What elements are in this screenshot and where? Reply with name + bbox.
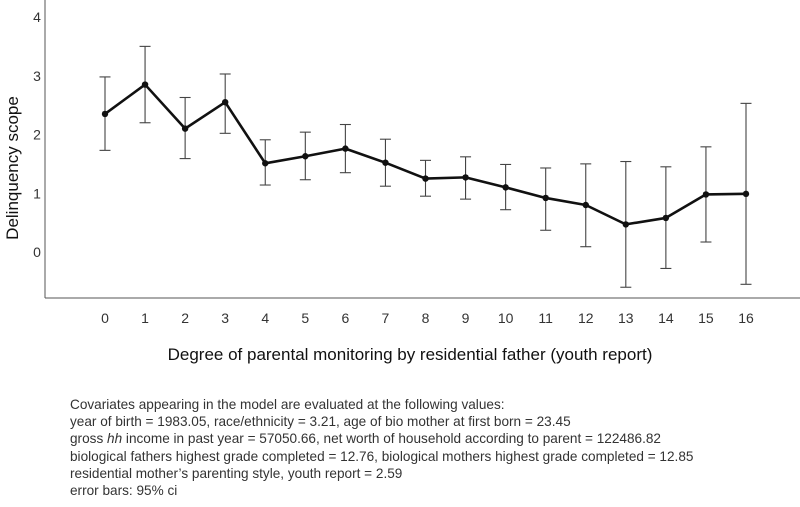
x-axis-title: Degree of parental monitoring by residen… xyxy=(168,345,653,364)
data-point xyxy=(302,153,309,160)
data-point xyxy=(502,184,509,191)
x-tick-label: 12 xyxy=(578,310,594,326)
x-tick-label: 10 xyxy=(498,310,514,326)
x-tick-label: 1 xyxy=(141,310,149,326)
y-tick-label: 3 xyxy=(33,68,41,84)
data-point xyxy=(262,160,269,167)
data-point xyxy=(542,194,549,202)
axes xyxy=(44,0,800,299)
data-point xyxy=(101,110,109,118)
data-point xyxy=(342,145,349,152)
x-tick-label: 0 xyxy=(101,310,109,326)
data-point xyxy=(462,174,469,181)
x-tick-label: 11 xyxy=(538,310,553,326)
note-italic: hh xyxy=(107,431,123,447)
data-point xyxy=(662,214,670,222)
note-text: gross xyxy=(70,431,108,447)
data-point xyxy=(702,191,710,198)
y-tick-label: 0 xyxy=(33,244,41,260)
x-tick-label: 14 xyxy=(658,310,674,326)
x-tick-label: 8 xyxy=(422,310,430,326)
x-tick-label: 2 xyxy=(181,310,189,326)
x-tick-label: 5 xyxy=(301,310,309,326)
x-tick-label: 15 xyxy=(698,310,714,326)
data-point xyxy=(582,201,589,209)
x-tick-label: 7 xyxy=(382,310,390,326)
data-point xyxy=(422,175,429,182)
x-tick-label: 16 xyxy=(738,310,754,326)
y-tick-labels: 0 1 2 3 4 xyxy=(33,9,41,260)
note-line: Covariates appearing in the model are ev… xyxy=(70,397,505,412)
note-line: gross hh income in past year = 57050.66,… xyxy=(70,430,693,447)
note-line: error bars: 95% ci xyxy=(70,483,178,499)
x-tick-labels: 0 1 2 3 4 5 6 7 8 9 10 11 12 13 14 15 16 xyxy=(101,310,754,326)
covariate-notes: Covariates appearing in the model are ev… xyxy=(70,396,693,499)
data-points xyxy=(101,81,750,228)
series-line xyxy=(104,83,747,226)
error-bars xyxy=(99,45,752,288)
data-point xyxy=(622,221,630,228)
y-tick-label: 2 xyxy=(33,127,41,143)
data-point xyxy=(221,98,229,106)
y-tick-label: 1 xyxy=(33,185,41,201)
x-tick-label: 6 xyxy=(341,310,349,326)
data-point xyxy=(742,190,750,198)
y-tick-label: 4 xyxy=(33,9,41,25)
x-tick-label: 9 xyxy=(462,310,470,326)
x-tick-label: 13 xyxy=(618,310,634,326)
note-line: biological fathers highest grade complet… xyxy=(70,448,694,464)
x-tick-label: 3 xyxy=(221,310,229,326)
note-line: residential mother’s parenting style, yo… xyxy=(70,465,403,481)
data-point xyxy=(382,159,389,166)
data-point xyxy=(141,81,149,88)
y-axis-title: Delinquency scope xyxy=(3,96,22,240)
x-tick-label: 4 xyxy=(261,310,269,326)
note-line: year of birth = 1983.05, race/ethnicity … xyxy=(70,414,571,430)
data-point xyxy=(181,125,189,132)
note-text: income in past year = 57050.66, net wort… xyxy=(122,431,661,447)
